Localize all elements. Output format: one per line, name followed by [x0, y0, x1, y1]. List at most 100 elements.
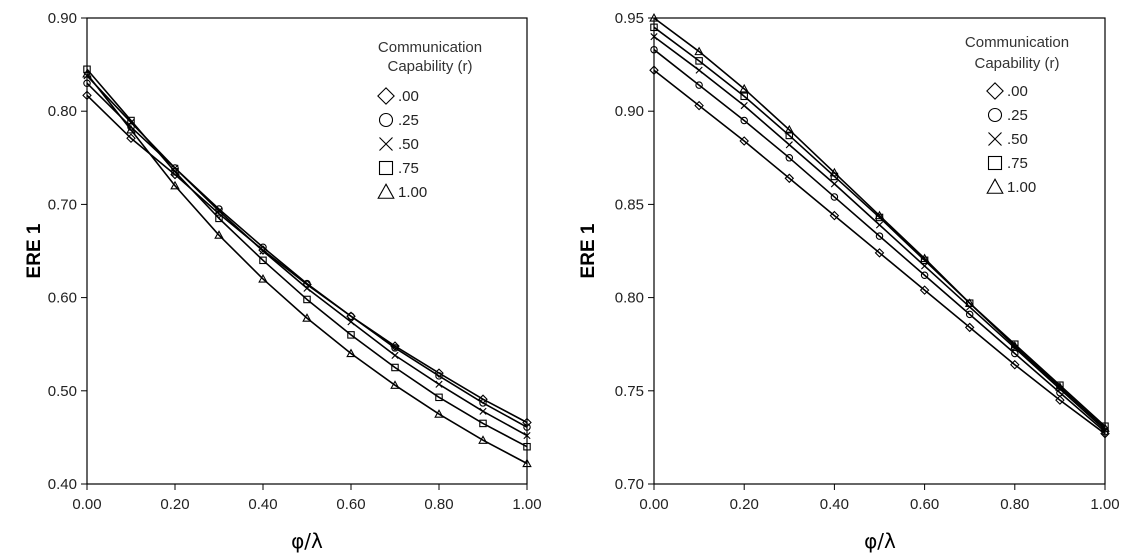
legend-title-line-1: Communication — [378, 39, 482, 56]
data-point-circle — [875, 232, 884, 240]
chart-left: ERE 1 φ/λ Communication Capability (r) .… — [24, 10, 542, 553]
legend-label: .50 — [398, 136, 419, 153]
data-point-square — [391, 363, 399, 372]
data-point-x — [435, 380, 443, 388]
data-point-square — [435, 393, 443, 402]
data-point-circle — [215, 205, 223, 213]
data-point-triangle — [964, 298, 975, 307]
x-tick-label: 0.60 — [336, 496, 365, 513]
data-point-square — [785, 131, 794, 140]
legend-symbol-x — [988, 132, 1002, 146]
data-point-diamond — [1055, 395, 1065, 405]
legend-title-line-2: Capability (r) — [974, 55, 1059, 72]
series-line-4 — [86, 73, 528, 465]
data-point-x — [650, 33, 658, 41]
legend-symbol-circle — [378, 112, 394, 128]
data-point-square — [347, 331, 355, 339]
y-tick-label: 0.70 — [615, 476, 644, 493]
y-axis-label: ERE 1 — [578, 223, 599, 278]
data-point-circle — [347, 312, 355, 320]
data-point-circle — [83, 79, 91, 87]
legend-title-line-2: Capability (r) — [387, 58, 472, 75]
data-point-triangle — [434, 409, 444, 418]
data-point-square — [650, 23, 658, 32]
data-point-triangle — [1010, 341, 1020, 350]
legend-label: .75 — [1007, 155, 1028, 172]
x-tick-label: 0.00 — [639, 496, 668, 513]
data-point-x — [215, 207, 223, 215]
legend-title-line-1: Communication — [965, 34, 1069, 51]
y-tick-label: 0.85 — [615, 196, 644, 213]
data-point-circle — [920, 271, 929, 279]
data-point-square — [259, 256, 267, 265]
legend: Communication Capability (r) .00 .25 .50 .7… — [377, 39, 482, 201]
data-point-diamond — [739, 136, 749, 146]
legend-label: .75 — [398, 160, 419, 177]
data-point-circle — [830, 193, 839, 201]
x-tick-label: 0.80 — [1000, 496, 1029, 513]
data-point-diamond — [478, 394, 488, 404]
data-point-square — [1011, 340, 1019, 348]
data-point-triangle — [649, 13, 659, 22]
series-line-1 — [653, 49, 1106, 433]
data-point-triangle — [478, 435, 488, 444]
data-point-circle — [391, 344, 399, 352]
y-tick-label: 0.90 — [615, 103, 644, 120]
data-point-diamond — [874, 248, 885, 258]
data-point-triangle — [1100, 423, 1110, 432]
y-tick-label: 0.80 — [48, 103, 77, 120]
data-point-square — [83, 65, 91, 74]
data-point-x — [740, 102, 748, 110]
data-point-triangle — [829, 167, 840, 177]
x-axis-label: φ/λ — [864, 529, 896, 553]
data-point-square — [215, 214, 223, 223]
x-tick-label: 0.20 — [730, 496, 759, 513]
y-axis-label: ERE 1 — [24, 223, 45, 278]
x-tick-label: 0.60 — [910, 496, 939, 513]
legend-label: .00 — [1007, 83, 1028, 100]
y-tick-label: 0.40 — [48, 476, 77, 493]
data-point-circle — [695, 81, 703, 89]
legend: Communication Capability (r) .00 .25 .50 .7… — [965, 34, 1069, 196]
data-point-x — [830, 180, 838, 188]
data-point-diamond — [82, 90, 92, 101]
data-point-square — [479, 419, 487, 428]
data-point-diamond — [1010, 359, 1020, 370]
legend-label: .50 — [1007, 131, 1028, 148]
data-point-triangle — [346, 348, 356, 358]
data-point-triangle — [390, 380, 400, 389]
y-tick-label: 0.90 — [48, 10, 77, 27]
data-point-triangle — [919, 253, 930, 263]
series-line-4 — [653, 17, 1106, 429]
x-tick-label: 0.00 — [72, 496, 101, 513]
legend-label: 1.00 — [1007, 179, 1036, 196]
data-point-diamond — [829, 210, 840, 221]
data-point-circle — [479, 399, 487, 407]
series-line-0 — [653, 69, 1106, 435]
y-tick-label: 0.75 — [615, 383, 644, 400]
legend-label: 1.00 — [398, 184, 427, 201]
data-point-circle — [523, 423, 531, 431]
data-point-circle — [1101, 428, 1109, 436]
data-point-triangle — [784, 124, 795, 134]
legend-symbol-square — [987, 155, 1003, 171]
legend-label: .00 — [398, 88, 419, 105]
data-point-triangle — [694, 46, 704, 56]
x-tick-label: 1.00 — [1090, 496, 1119, 513]
x-tick-label: 1.00 — [512, 496, 541, 513]
legend-label: .25 — [398, 112, 419, 129]
data-point-circle — [650, 45, 658, 54]
series-line-3 — [653, 26, 1106, 427]
data-point-triangle — [258, 273, 268, 283]
data-point-x — [479, 407, 487, 415]
legend-label: .25 — [1007, 107, 1028, 124]
data-point-triangle — [739, 83, 749, 93]
legend-symbol-square — [378, 160, 394, 176]
data-point-square — [695, 57, 703, 65]
data-point-x — [695, 66, 703, 74]
data-point-square — [303, 295, 311, 304]
data-point-diamond — [434, 368, 444, 378]
data-point-circle — [1011, 349, 1019, 358]
data-point-square — [127, 116, 135, 125]
